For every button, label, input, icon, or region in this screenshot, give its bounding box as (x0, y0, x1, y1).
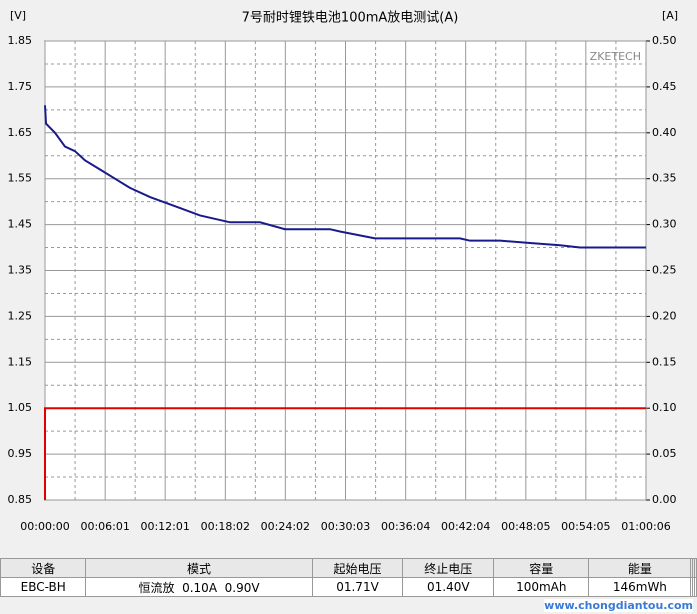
table-cell: 终止电压 (402, 558, 495, 578)
y-tick-label: 1.85 (8, 34, 33, 47)
x-tick-label: 00:18:02 (201, 520, 250, 533)
y-tick-label: 1.55 (8, 172, 33, 185)
y-tick-label: 1.35 (8, 264, 33, 277)
y2-tick-label: 0.30 (652, 218, 677, 231)
y-tick-label: 1.75 (8, 80, 33, 93)
y2-tick-label: 0.00 (652, 493, 677, 506)
x-tick-label: 00:00:00 (20, 520, 69, 533)
chart: 7号耐时锂铁电池100mA放电测试(A) [V] [A] ZKETECH 0.8… (7, 9, 679, 533)
table-cell: 模式 (85, 558, 313, 578)
table-cell: 能量 (588, 558, 692, 578)
x-tick-label: 01:00:06 (621, 520, 670, 533)
table-cell: 100mAh (493, 577, 590, 597)
x-tick-label: 00:36:04 (381, 520, 430, 533)
chart-title: 7号耐时锂铁电池100mA放电测试(A) (242, 11, 459, 26)
x-tick-label: 00:06:01 (80, 520, 129, 533)
y2-tick-label: 0.50 (652, 34, 677, 47)
summary-table: 设备 模式 起始电压 终止电压 容量 能量 EBC-BH 恒流放 0.10A 0.90V 01.… (0, 558, 697, 597)
series-line (44, 407, 646, 500)
x-tick-label: 00:42:04 (441, 520, 490, 533)
x-tick-label: 00:12:01 (140, 520, 189, 533)
x-tick-label: 00:24:02 (261, 520, 310, 533)
y-tick-label: 1.05 (8, 401, 33, 414)
x-tick-label: 00:30:03 (321, 520, 370, 533)
table-cell: 恒流放 0.10A 0.90V (85, 577, 313, 597)
series-line (44, 105, 646, 249)
y2-tick-label: 0.20 (652, 309, 677, 322)
y2-axis-label: [A] (662, 9, 678, 22)
x-tick-label: 00:54:05 (561, 520, 610, 533)
y-tick-label: 1.65 (8, 126, 33, 139)
y-axis-label: [V] (10, 9, 26, 22)
table-cell-empty (694, 577, 697, 597)
table-row: 设备 模式 起始电压 终止电压 容量 能量 (0, 558, 697, 578)
y2-tick-label: 0.45 (652, 80, 677, 93)
site-watermark: www.chongdiantou.com (544, 599, 693, 612)
y2-tick-label: 0.25 (652, 264, 677, 277)
table-cell: 01.40V (402, 577, 495, 597)
y2-tick-label: 0.05 (652, 447, 677, 460)
table-cell: EBC-BH (0, 577, 87, 597)
table-cell: 容量 (493, 558, 590, 578)
y-tick-label: 1.15 (8, 355, 33, 368)
table-cell: 设备 (0, 558, 87, 578)
y-tick-label: 1.25 (8, 309, 33, 322)
x-tick-label: 00:48:05 (501, 520, 550, 533)
y2-tick-label: 0.35 (652, 172, 677, 185)
y-tick-label: 0.85 (8, 493, 33, 506)
y-tick-label: 0.95 (8, 447, 33, 460)
y2-tick-label: 0.40 (652, 126, 677, 139)
y2-tick-label: 0.15 (652, 355, 677, 368)
table-cell: 146mWh (588, 577, 692, 597)
watermark-logo: ZKETECH (590, 50, 641, 63)
y2-tick-label: 0.10 (652, 401, 677, 414)
table-cell: 起始电压 (311, 558, 404, 578)
y-tick-label: 1.45 (8, 218, 33, 231)
table-cell: 01.71V (311, 577, 404, 597)
table-cell-empty (694, 558, 697, 578)
table-row: EBC-BH 恒流放 0.10A 0.90V 01.71V 01.40V 100mAh 1… (0, 577, 697, 597)
